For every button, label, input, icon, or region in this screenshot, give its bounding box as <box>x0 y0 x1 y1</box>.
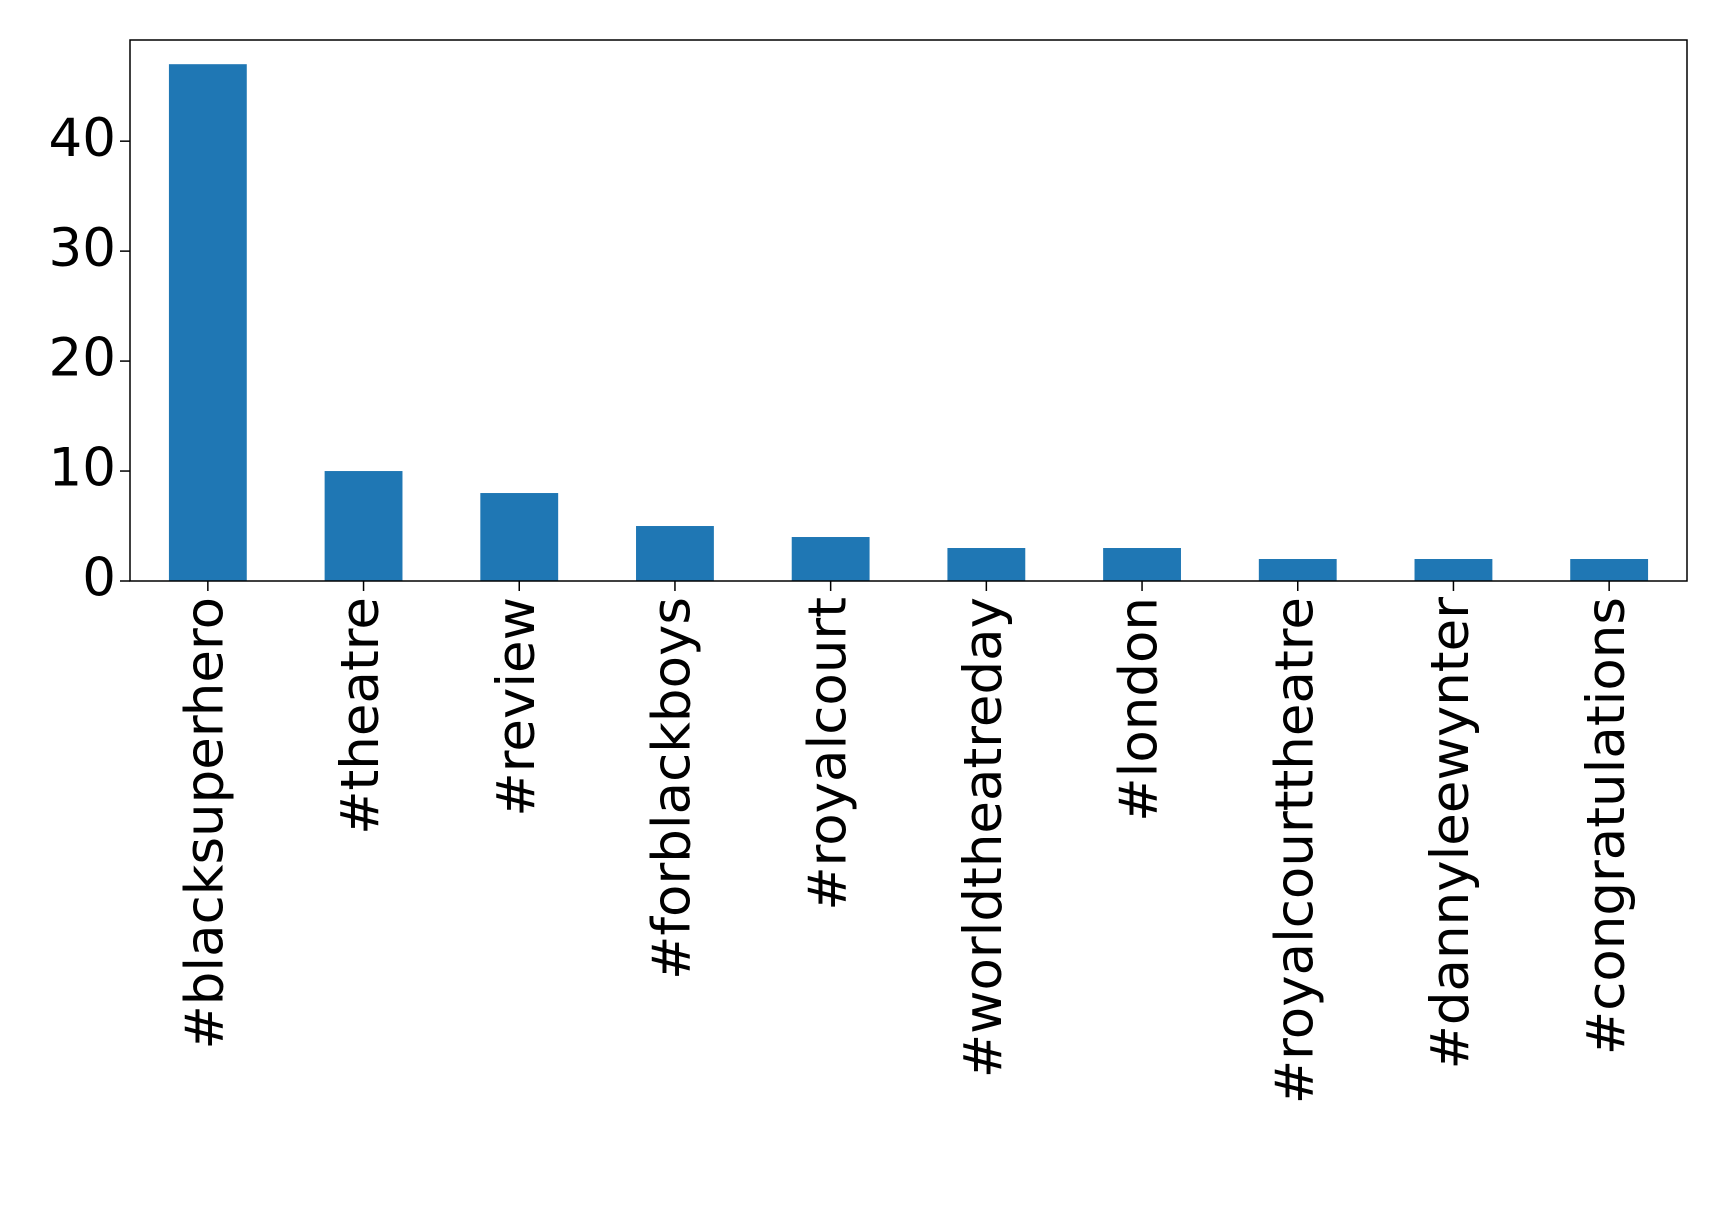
bar <box>636 526 714 581</box>
x-tick-label: #blacksuperhero <box>174 597 235 1050</box>
bar <box>1258 559 1337 581</box>
y-tick-label: 0 <box>82 548 116 609</box>
x-tick-label: #forblackboys <box>642 597 703 980</box>
x-tick-label: #congratulations <box>1576 597 1637 1055</box>
bar <box>480 493 559 581</box>
plot-frame <box>129 39 1688 582</box>
bar <box>324 471 403 581</box>
x-tick-label: #london <box>1109 597 1170 822</box>
x-tick-label: #worldtheatreday <box>953 597 1014 1078</box>
y-tick-label: 10 <box>49 438 116 499</box>
x-tick-label: #theatre <box>330 597 391 835</box>
bar <box>1103 548 1181 581</box>
bar <box>1414 559 1493 581</box>
bar <box>1570 559 1649 581</box>
x-tick-label: #royalcourttheatre <box>1264 597 1325 1104</box>
bar <box>168 64 247 582</box>
y-tick-label: 20 <box>49 328 116 389</box>
x-tick-label: #royalcourt <box>797 597 858 911</box>
bar <box>791 537 870 581</box>
x-tick-label: #dannyleewynter <box>1420 597 1481 1070</box>
bar <box>947 548 1026 581</box>
y-tick-label: 40 <box>49 108 116 169</box>
x-tick-label: #review <box>486 597 547 817</box>
y-tick-label: 30 <box>49 218 116 279</box>
